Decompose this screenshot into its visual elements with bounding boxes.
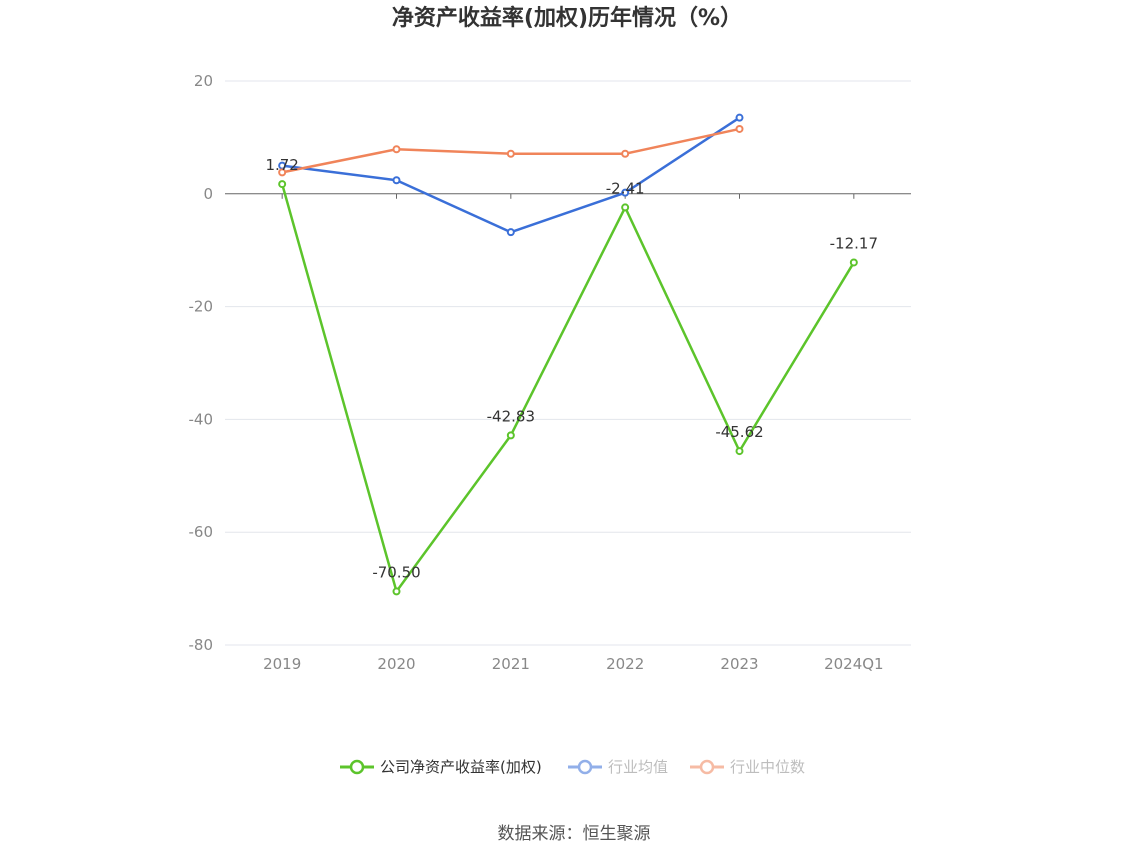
legend-label: 行业中位数	[730, 758, 805, 776]
series-point	[735, 447, 744, 456]
x-tick-label: 2020	[377, 655, 415, 673]
data-label: -2.41	[606, 179, 645, 197]
data-label: -12.17	[830, 234, 878, 252]
series-point	[278, 168, 287, 177]
source-note: 数据来源：恒生聚源	[498, 824, 651, 844]
legend-label: 行业均值	[608, 758, 668, 776]
legend[interactable]: 公司净资产收益率(加权) 行业均值 行业中位数	[340, 758, 805, 776]
data-label: -70.50	[372, 563, 420, 581]
y-tick-label: -20	[189, 298, 214, 316]
series-point	[392, 145, 401, 154]
data-labels: 1.72 -70.50 -42.83 -2.41 -45.62 -12.17	[265, 156, 878, 581]
series-line	[280, 183, 855, 593]
series-point	[621, 203, 630, 212]
series-point	[278, 180, 287, 189]
series-point	[506, 431, 515, 440]
series-point	[621, 188, 630, 197]
series-point	[392, 587, 401, 596]
y-tick-label: -60	[189, 523, 214, 541]
data-label: 1.72	[265, 156, 298, 174]
series-point	[506, 228, 515, 237]
data-label: -42.83	[487, 407, 535, 425]
series-point	[849, 258, 858, 267]
series-point	[392, 176, 401, 185]
y-tick-label: 20	[194, 72, 213, 90]
legend-marker	[699, 759, 715, 775]
x-tick-label: 2024Q1	[824, 655, 884, 673]
y-tick-label: 0	[203, 185, 213, 203]
y-tick-label: -80	[189, 636, 214, 654]
y-tick-label: -40	[189, 410, 214, 428]
legend-item[interactable]: 行业中位数	[690, 758, 805, 776]
series-group	[278, 113, 858, 596]
x-axis: 2019 2020 2021 2022 2023 2024Q1	[225, 193, 911, 673]
legend-label: 公司净资产收益率(加权)	[380, 758, 542, 776]
chart-title: 净资产收益率(加权)历年情况（%）	[392, 5, 742, 31]
legend-marker	[349, 759, 365, 775]
series-line	[282, 116, 741, 234]
series-point	[735, 113, 744, 122]
x-tick-label: 2023	[720, 655, 758, 673]
data-label: -45.62	[715, 423, 763, 441]
series-point	[735, 124, 744, 133]
series-point	[506, 149, 515, 158]
legend-marker	[577, 759, 593, 775]
y-axis: 20 0 -20 -40 -60 -80	[189, 72, 214, 654]
x-tick-label: 2022	[606, 655, 644, 673]
x-tick-label: 2021	[492, 655, 530, 673]
x-tick-label: 2019	[263, 655, 301, 673]
legend-item[interactable]: 行业均值	[568, 758, 668, 776]
series-point	[621, 149, 630, 158]
grid	[225, 80, 911, 646]
legend-item[interactable]: 公司净资产收益率(加权)	[340, 758, 542, 776]
